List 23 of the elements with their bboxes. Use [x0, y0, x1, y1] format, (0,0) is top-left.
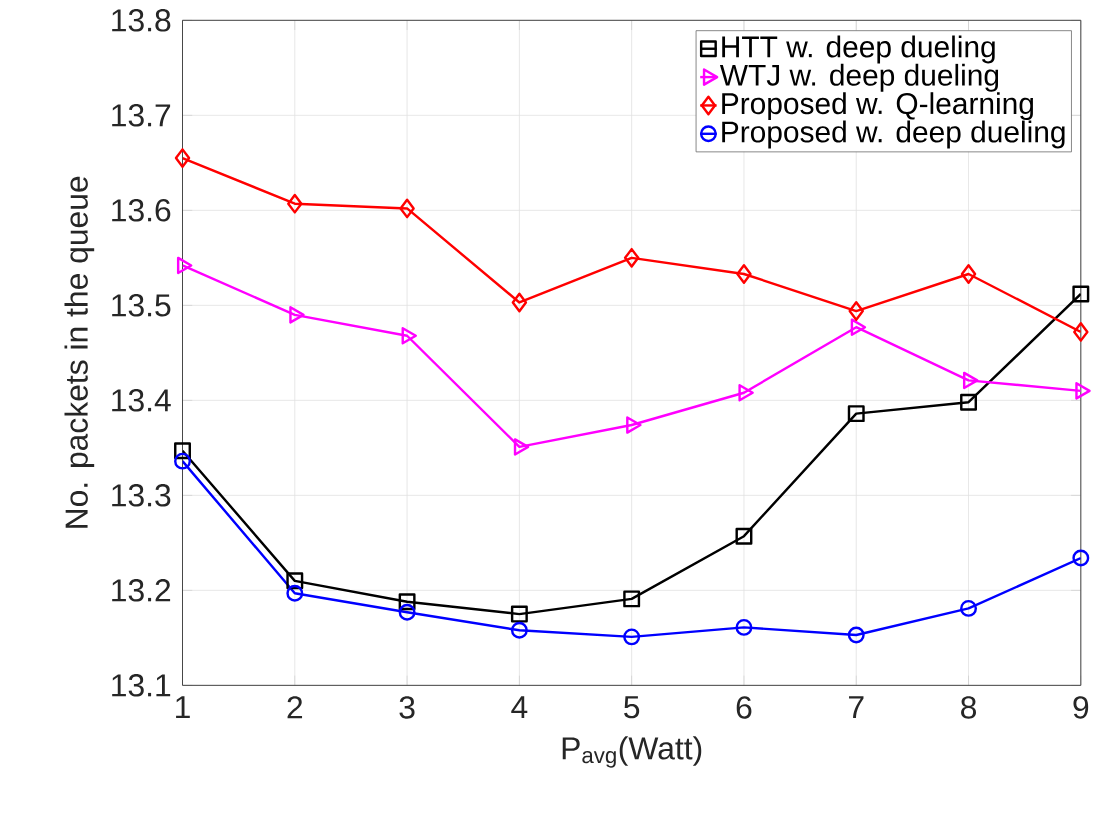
legend-label: WTJ w. deep dueling: [719, 63, 999, 92]
x-axis-title: P$_{avg}$(Watt): [562, 735, 702, 768]
legend-label: Proposed w. deep dueling: [722, 120, 1065, 149]
y-tick-label: 13.3: [112, 483, 171, 507]
y-tick-label: 13.1: [112, 673, 171, 697]
y-axis-title: No. packets in the queue: [64, 176, 95, 528]
y-tick-label: 13.5: [112, 293, 171, 317]
legend-label: HTT w. deep dueling: [722, 35, 995, 64]
y-tick-label: 13.8: [112, 8, 171, 32]
x-tick-label: 2: [287, 695, 303, 719]
x-tick-label: 5: [624, 695, 640, 719]
y-tick-label: 13.7: [112, 103, 171, 127]
x-tick-label: 3: [399, 695, 415, 719]
x-tick-label: 4: [511, 695, 528, 718]
x-tick-label: 7: [849, 695, 864, 718]
y-tick-label: 13.2: [112, 578, 171, 602]
y-tick-label: 13.6: [112, 198, 171, 222]
legend-label: Proposed w. Q-learning: [722, 91, 1033, 120]
x-tick-label: 1: [176, 695, 190, 718]
x-tick-label: 8: [961, 695, 976, 719]
x-tick-label: 9: [1073, 695, 1089, 719]
y-tick-label: 13.4: [112, 388, 171, 412]
x-tick-label: 6: [736, 695, 752, 719]
